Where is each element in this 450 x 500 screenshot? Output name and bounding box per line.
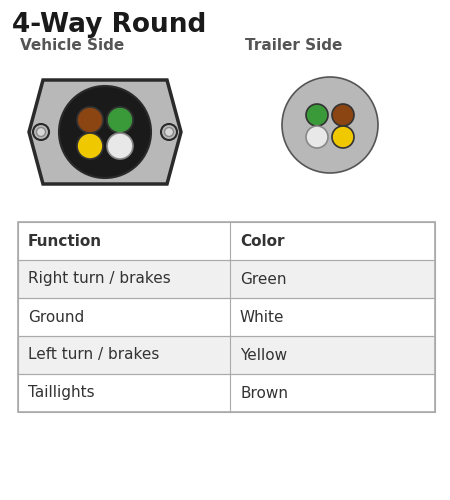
Text: Vehicle Side: Vehicle Side [20, 38, 124, 53]
Text: Green: Green [240, 272, 287, 286]
Text: White: White [240, 310, 284, 324]
Circle shape [165, 128, 174, 136]
Circle shape [77, 107, 103, 133]
Circle shape [33, 124, 49, 140]
Bar [18, 336, 435, 374]
Polygon shape [29, 80, 181, 184]
Circle shape [36, 128, 45, 136]
Text: Taillights: Taillights [28, 386, 94, 400]
Text: Ground: Ground [28, 310, 84, 324]
Text: 4-Way Round: 4-Way Round [12, 12, 207, 38]
Text: Left turn / brakes: Left turn / brakes [28, 348, 159, 362]
Circle shape [306, 126, 328, 148]
Circle shape [332, 104, 354, 126]
Bar [18, 374, 435, 412]
Text: Trailer Side: Trailer Side [245, 38, 342, 53]
Circle shape [77, 133, 103, 159]
Text: Right turn / brakes: Right turn / brakes [28, 272, 171, 286]
Bar [18, 336, 435, 374]
Text: Function: Function [28, 234, 102, 248]
Text: Color: Color [240, 234, 284, 248]
Circle shape [332, 126, 354, 148]
Bar [18, 374, 435, 412]
Text: Brown: Brown [240, 386, 288, 400]
Bar [18, 222, 435, 260]
Circle shape [306, 104, 328, 126]
Circle shape [107, 133, 133, 159]
Circle shape [282, 77, 378, 173]
Bar [18, 260, 435, 298]
Bar [18, 298, 435, 336]
Text: Yellow: Yellow [240, 348, 287, 362]
Bar [18, 222, 435, 412]
Circle shape [107, 107, 133, 133]
Circle shape [59, 86, 151, 178]
Bar [18, 260, 435, 298]
Bar [18, 298, 435, 336]
Bar [18, 222, 435, 260]
Circle shape [161, 124, 177, 140]
